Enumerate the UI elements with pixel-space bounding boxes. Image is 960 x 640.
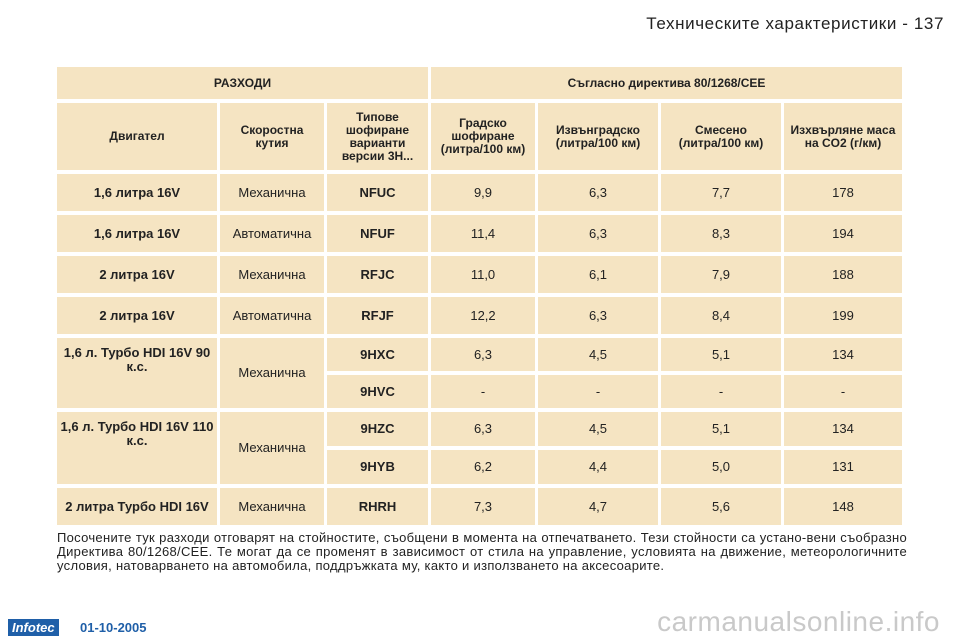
- table-cell-extra-urban: 4,4: [538, 450, 658, 484]
- table-cell-combined: 7,9: [661, 256, 781, 293]
- table-cell-combined: 5,0: [661, 450, 781, 484]
- table-cell-engine: 1,6 литра 16V: [57, 174, 217, 211]
- page-title: Техническите характеристики - 137: [646, 14, 944, 33]
- table-cell-type: 9HVC: [327, 375, 428, 408]
- column-header-type: Типове шофиране варианти версии 3H...: [327, 103, 428, 170]
- table-cell-urban: -: [431, 375, 535, 408]
- consumption-table: РАЗХОДИ Съгласно директива 80/1268/CEE Д…: [57, 67, 904, 525]
- table-cell-co2: -: [784, 375, 902, 408]
- table-cell-co2: 148: [784, 488, 902, 525]
- table-cell-combined: -: [661, 375, 781, 408]
- table-cell-co2: 199: [784, 297, 902, 334]
- table-cell-extra-urban: 6,1: [538, 256, 658, 293]
- table-cell-gearbox: Автоматична: [220, 215, 324, 252]
- table-cell-extra-urban: 6,3: [538, 174, 658, 211]
- table-cell-type: 9HXC: [327, 338, 428, 371]
- table-cell-combined: 8,3: [661, 215, 781, 252]
- table-cell-engine: 2 литра Турбо HDI 16V: [57, 488, 217, 525]
- watermark: carmanualsonline.info: [657, 606, 940, 637]
- column-header-co2: Изхвърляне маса на CO2 (г/км): [784, 103, 902, 170]
- table-cell-combined: 7,7: [661, 174, 781, 211]
- table-cell-urban: 12,2: [431, 297, 535, 334]
- column-header-combined: Смесено (литра/100 км): [661, 103, 781, 170]
- column-header-engine: Двигател: [57, 103, 217, 170]
- table-cell-urban: 11,4: [431, 215, 535, 252]
- table-cell-extra-urban: 6,3: [538, 215, 658, 252]
- table-cell-type: NFUF: [327, 215, 428, 252]
- table-cell-co2: 188: [784, 256, 902, 293]
- table-cell-co2: 131: [784, 450, 902, 484]
- table-cell-engine: 2 литра 16V: [57, 297, 217, 334]
- table-cell-co2: 134: [784, 338, 902, 371]
- table-cell-type: NFUC: [327, 174, 428, 211]
- table-cell-engine: 1,6 литра 16V: [57, 215, 217, 252]
- table-cell-gearbox: Автоматична: [220, 297, 324, 334]
- print-date: 01-10-2005: [80, 620, 147, 635]
- table-cell-combined: 5,6: [661, 488, 781, 525]
- section-header-consumption: РАЗХОДИ: [57, 67, 428, 99]
- table-cell-extra-urban: 4,5: [538, 412, 658, 446]
- table-cell-type: RFJC: [327, 256, 428, 293]
- table-cell-gearbox: Механична: [220, 338, 324, 408]
- table-cell-gearbox: Механична: [220, 412, 324, 484]
- table-cell-gearbox: Механична: [220, 488, 324, 525]
- footnote-text: Посочените тук разходи отговарят на стой…: [57, 530, 907, 573]
- table-cell-engine: 1,6 л. Турбо HDI 16V 110 к.с.: [57, 412, 217, 484]
- table-cell-gearbox: Механична: [220, 174, 324, 211]
- column-header-urban: Градско шофиране (литра/100 км): [431, 103, 535, 170]
- table-cell-extra-urban: 4,7: [538, 488, 658, 525]
- table-cell-co2: 178: [784, 174, 902, 211]
- table-cell-combined: 8,4: [661, 297, 781, 334]
- table-cell-type: RHRH: [327, 488, 428, 525]
- column-header-extra-urban: Извънградско (литра/100 км): [538, 103, 658, 170]
- table-cell-urban: 6,3: [431, 412, 535, 446]
- table-cell-type: RFJF: [327, 297, 428, 334]
- table-cell-urban: 6,2: [431, 450, 535, 484]
- table-cell-extra-urban: -: [538, 375, 658, 408]
- table-cell-urban: 7,3: [431, 488, 535, 525]
- table-cell-co2: 134: [784, 412, 902, 446]
- table-cell-type: 9HZC: [327, 412, 428, 446]
- table-cell-gearbox: Механична: [220, 256, 324, 293]
- table-cell-urban: 11,0: [431, 256, 535, 293]
- table-cell-extra-urban: 4,5: [538, 338, 658, 371]
- table-cell-urban: 9,9: [431, 174, 535, 211]
- table-cell-type: 9HYB: [327, 450, 428, 484]
- table-cell-engine: 1,6 л. Турбо HDI 16V 90 к.с.: [57, 338, 217, 408]
- table-cell-combined: 5,1: [661, 412, 781, 446]
- infotec-logo: Infotec: [8, 619, 59, 636]
- table-cell-engine: 2 литра 16V: [57, 256, 217, 293]
- table-cell-urban: 6,3: [431, 338, 535, 371]
- column-header-gearbox: Скоростна кутия: [220, 103, 324, 170]
- section-header-directive: Съгласно директива 80/1268/CEE: [431, 67, 902, 99]
- table-cell-extra-urban: 6,3: [538, 297, 658, 334]
- table-cell-combined: 5,1: [661, 338, 781, 371]
- table-cell-co2: 194: [784, 215, 902, 252]
